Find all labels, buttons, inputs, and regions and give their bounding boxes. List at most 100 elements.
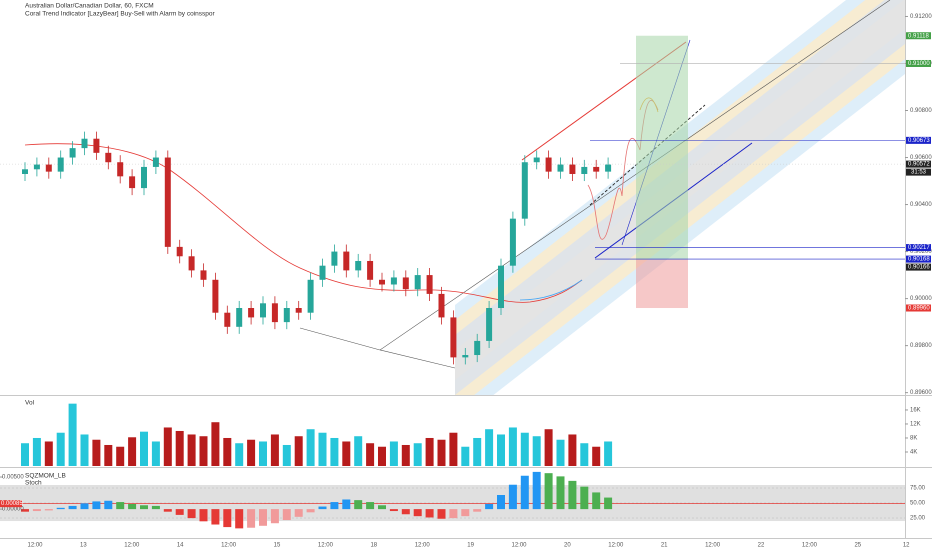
momentum-bar	[604, 497, 613, 510]
candle-body	[331, 251, 338, 266]
volume-bar	[270, 434, 279, 466]
x-tick-label: 12:00	[802, 543, 818, 549]
momentum-title: SQZMOM_LB	[25, 473, 66, 480]
volume-title: Vol	[25, 400, 35, 407]
volume-bar	[532, 436, 541, 466]
moving-average-tail	[519, 279, 583, 301]
y-tick-label: 0.90600	[910, 155, 932, 161]
volume-bar	[80, 434, 89, 466]
candle-body	[343, 251, 350, 271]
volume-bar	[389, 441, 398, 466]
price-badge-label: 0.89960	[908, 306, 930, 312]
candle-body	[569, 164, 576, 174]
trend-line	[379, 0, 891, 351]
momentum-level-label: 0.00085	[1, 501, 23, 507]
candle-body	[129, 176, 136, 189]
countdown-badge	[906, 168, 931, 176]
x-tick-label: 12:00	[608, 543, 624, 549]
countdown: 31:53	[911, 170, 927, 176]
candle-body	[545, 157, 552, 172]
volume-bar	[378, 446, 386, 466]
x-tick-label: 21	[661, 543, 668, 549]
momentum-bar	[187, 509, 196, 519]
m-tick-label: 0.00000	[2, 507, 24, 513]
candle-body	[605, 164, 612, 172]
momentum-bar	[175, 509, 184, 515]
x-tick-label: 12:00	[511, 543, 527, 549]
candle-body	[236, 308, 243, 327]
momentum-bar	[318, 506, 327, 510]
momentum-bar	[580, 486, 589, 510]
momentum-bar	[151, 505, 160, 510]
target-zone	[636, 35, 688, 260]
price-badge-label: 0.90166	[908, 265, 930, 271]
candle-body	[414, 275, 421, 290]
candle-body	[176, 246, 183, 257]
price-badge	[906, 32, 931, 40]
x-tick-label: 14	[177, 543, 184, 549]
momentum-bar	[520, 475, 529, 510]
candle-body	[533, 157, 540, 163]
candle-body	[426, 275, 433, 294]
volume-bar	[247, 439, 256, 466]
volume-bar	[104, 444, 113, 466]
volume-bar	[259, 441, 267, 466]
momentum-bar	[354, 500, 363, 510]
momentum-bar	[116, 502, 125, 510]
volume-bar	[199, 436, 208, 466]
candle-body	[200, 270, 207, 280]
candle-body	[379, 279, 385, 285]
candle-body	[486, 308, 493, 341]
candle-body	[438, 293, 445, 318]
volume-bar	[68, 403, 77, 466]
momentum-bar	[211, 509, 220, 525]
price-badge-label: 0.90673	[908, 138, 930, 144]
candle-body	[498, 265, 504, 309]
y-tick-label: 0.89800	[910, 343, 932, 349]
y-tick-label: 0.90400	[910, 202, 932, 208]
momentum-bar	[532, 471, 541, 510]
candle-body	[557, 164, 564, 172]
momentum-bar	[247, 509, 256, 528]
volume-bar	[140, 431, 148, 466]
v-tick-label: 8K	[910, 436, 917, 442]
candle-body	[81, 138, 88, 149]
momentum-bar	[199, 509, 208, 522]
volume-bar	[366, 443, 375, 466]
chart-title: Australian Dollar/Canadian Dollar, 60, F…	[25, 3, 154, 10]
momentum-bar	[21, 509, 29, 512]
price-badge	[906, 255, 931, 263]
candle-body	[402, 277, 409, 290]
momentum-bar	[425, 509, 434, 518]
volume-bar	[56, 432, 65, 466]
volume-bar	[163, 427, 172, 466]
momentum-bar	[68, 505, 77, 510]
x-tick-label: 12:00	[27, 543, 43, 549]
volume-bar	[568, 434, 577, 466]
candle-body	[57, 157, 64, 172]
y-tick-label: 0.90200	[910, 249, 932, 255]
momentum-bar	[461, 509, 470, 517]
chart-subtitle: Coral Trend Indicator [LazyBear] Buy-Sel…	[25, 11, 216, 18]
candle-body	[45, 164, 52, 172]
candle-body	[462, 355, 469, 358]
candle-body	[260, 303, 266, 318]
volume-bar	[223, 437, 232, 466]
volume-bar	[21, 443, 29, 466]
price-badge-label: 0.90217	[908, 245, 930, 251]
momentum-bar	[294, 509, 303, 517]
momentum-bar	[544, 473, 553, 510]
x-tick-label: 13	[80, 543, 87, 549]
candle-body	[319, 265, 326, 280]
volume-bar	[520, 432, 529, 466]
volume-bar	[425, 437, 434, 466]
momentum-bar	[163, 509, 172, 512]
volume-bar	[508, 427, 517, 466]
candle-body	[248, 308, 255, 318]
momentum-bar	[259, 509, 267, 526]
momentum-bar	[508, 484, 517, 510]
m-tick-label: 0.00500	[2, 475, 24, 481]
x-tick-label: 15	[274, 543, 281, 549]
candle-body	[93, 138, 100, 153]
candle-body	[390, 277, 397, 285]
